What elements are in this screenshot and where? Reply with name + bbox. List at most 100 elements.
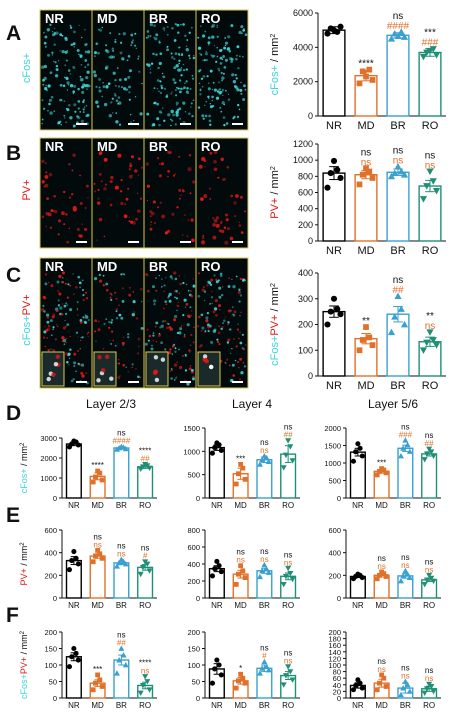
significance-hash: ns [141, 667, 149, 676]
cell-dot [229, 352, 232, 355]
cell-dot [65, 302, 68, 305]
cell-dot [203, 159, 207, 163]
cell-dot [59, 33, 63, 36]
cell-dot [216, 55, 219, 58]
significance-star: **** [91, 461, 103, 470]
cell-dot [227, 309, 231, 313]
data-point-ro [428, 449, 435, 455]
cell-dot [64, 50, 68, 54]
cell-dot [76, 301, 79, 304]
cell-dot [107, 82, 111, 86]
cell-dot [182, 234, 184, 236]
category-label-nr: NR [68, 601, 80, 610]
cell-dot [237, 45, 240, 48]
cell-dot [206, 311, 210, 315]
data-point-md [99, 477, 105, 483]
cell-dot [97, 28, 100, 31]
cell-dot [220, 63, 222, 65]
cell-dot [79, 286, 81, 289]
cell-dot [150, 347, 154, 351]
cell-dot [68, 163, 71, 166]
cell-dot [178, 292, 180, 294]
cell-dot [203, 299, 206, 302]
category-label-md: MD [357, 120, 374, 132]
cell-dot [158, 40, 161, 43]
data-point-ro [285, 438, 292, 444]
cell-dot [209, 198, 212, 200]
data-point-br [400, 572, 407, 579]
cell-dot [171, 212, 175, 216]
cell-dot [175, 101, 179, 105]
significance-hash: ns [425, 565, 433, 574]
cell-dot [118, 313, 122, 317]
cell-dot [42, 107, 46, 110]
cell-dot [86, 333, 89, 335]
data-point-md [356, 347, 363, 354]
cell-dot [77, 275, 80, 279]
cell-dot [43, 310, 46, 313]
cell-dot [217, 67, 220, 70]
significance-star: ** [426, 311, 434, 322]
category-label-ro: RO [139, 501, 151, 510]
significance-star: ns [284, 423, 292, 432]
cell-dot [50, 95, 54, 99]
cell-dot [219, 61, 223, 65]
cell-dot [244, 279, 247, 281]
cell-dot [243, 84, 246, 88]
cell-dot [149, 227, 153, 231]
cell-dot [69, 73, 72, 75]
cell-dot [140, 300, 143, 303]
data-point-md [374, 576, 380, 582]
cell-dot [99, 28, 102, 32]
data-point-nr [69, 558, 75, 564]
cell-dot [230, 57, 234, 61]
cell-dot [65, 59, 68, 62]
cell-dot [201, 114, 205, 118]
cell-dot [232, 80, 237, 84]
data-point-md [90, 479, 96, 485]
cell-dot [119, 190, 123, 193]
cell-dot [216, 338, 219, 341]
cell-dot [161, 72, 164, 75]
micrograph-row-c: NR MD BR RO [39, 257, 249, 389]
cell-dot [212, 216, 215, 220]
data-point-md [236, 571, 241, 577]
cell-dot [66, 81, 70, 85]
cell-dot [231, 278, 233, 281]
cell-dot [156, 117, 160, 121]
micrograph-label-md: MD [97, 139, 117, 154]
category-label-nr: NR [211, 601, 223, 610]
micrograph-background [195, 137, 249, 249]
cell-dot [225, 218, 229, 222]
cell-dot [180, 23, 182, 26]
cell-dot [94, 51, 97, 55]
significance-star: ns [425, 666, 433, 675]
cell-dot [175, 113, 179, 117]
cell-dot [201, 326, 205, 330]
cell-dot [160, 86, 164, 90]
panel-letter-f: F [6, 604, 19, 627]
cell-dot [218, 343, 221, 346]
data-point-br [256, 461, 263, 467]
cell-dot [178, 59, 181, 62]
category-label-br: BR [259, 601, 270, 610]
cell-dot [233, 338, 235, 340]
cell-dot [191, 238, 195, 243]
cell-dot [163, 30, 166, 32]
category-label-ro: RO [139, 601, 151, 610]
cell-dot [61, 277, 64, 279]
cell-dot [103, 157, 108, 162]
category-label-md: MD [234, 601, 247, 610]
cell-dot [103, 235, 106, 238]
cell-dot [124, 203, 126, 205]
cell-dot [141, 82, 143, 85]
cell-dot [98, 320, 100, 323]
micrograph-tile-a-nr: NR [39, 9, 93, 131]
data-point-br [391, 169, 399, 176]
cell-dot [69, 26, 73, 29]
cell-dot [165, 95, 169, 98]
cell-dot [188, 367, 192, 371]
data-point-nr [73, 555, 79, 561]
cell-dot [123, 214, 128, 219]
